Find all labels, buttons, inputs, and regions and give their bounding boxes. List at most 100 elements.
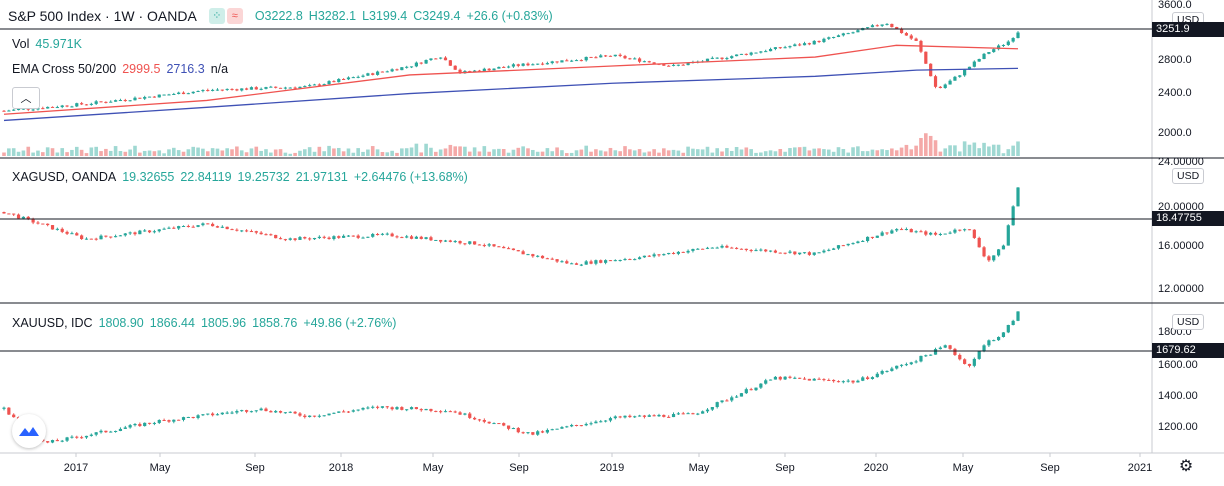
candle [783, 47, 787, 49]
candle [880, 371, 884, 374]
candle [715, 57, 719, 59]
candle [453, 411, 457, 413]
y-tick-label: 2000.0 [1158, 127, 1192, 139]
tradingview-logo-icon[interactable] [12, 414, 46, 448]
candle [977, 59, 981, 62]
candle [963, 359, 967, 364]
candle [99, 235, 103, 240]
candle [424, 59, 428, 64]
candle [55, 228, 59, 230]
candle [895, 27, 899, 29]
bottom-legend: XAUUSD, IDC 1808.90 1866.44 1805.96 1858… [12, 316, 396, 330]
volume-bar [924, 133, 928, 156]
bottom-symbol-title[interactable]: XAUUSD, IDC [12, 316, 93, 330]
candle [152, 96, 157, 98]
bottom-ohlc-change: +49.86 (+2.76%) [303, 316, 397, 330]
volume-bar [729, 150, 734, 156]
candle [235, 89, 239, 91]
candle [361, 75, 365, 77]
candle [676, 413, 680, 415]
candle [982, 345, 986, 352]
mid-ohlc-low: 19.25732 [237, 170, 290, 184]
collapse-legend-button[interactable]: ︿ [12, 87, 40, 109]
candle [143, 97, 147, 99]
candle [531, 432, 535, 435]
candle [710, 247, 714, 249]
candle [424, 237, 428, 239]
ohlc-high: H3282.1 [308, 9, 357, 23]
ema-slow-value: 2716.3 [166, 62, 205, 76]
candle [303, 86, 307, 88]
symbol-title[interactable]: S&P 500 Index · 1W · OANDA [8, 8, 197, 24]
candle [453, 241, 457, 243]
volume-bar [521, 146, 525, 156]
candle [458, 412, 462, 415]
candle [206, 413, 210, 415]
volume-bar [608, 147, 613, 156]
candle [647, 61, 651, 63]
candle [26, 216, 30, 219]
candle [511, 248, 516, 251]
volume-legend[interactable]: Vol 45.971K [12, 37, 82, 51]
ema-legend[interactable]: EMA Cross 50/200 2999.5 2716.3 n/a [12, 62, 228, 76]
volume-bar [603, 151, 608, 156]
candle [332, 236, 336, 240]
candle [715, 247, 719, 249]
candle [904, 229, 909, 231]
candle [259, 232, 263, 235]
candle [274, 411, 278, 413]
y-tick-label: 3600.0 [1158, 0, 1192, 11]
candle [919, 231, 923, 233]
volume-bar [953, 145, 957, 156]
candle [667, 416, 671, 418]
candle [735, 54, 739, 57]
x-tick-label: Sep [775, 462, 795, 474]
candle [560, 427, 564, 429]
candle [439, 239, 443, 242]
candle [123, 100, 127, 102]
volume-bar [443, 148, 448, 156]
candle [75, 103, 79, 107]
volume-bar [695, 149, 700, 156]
volume-bar [11, 148, 16, 156]
dots-icon[interactable]: ⁘ [208, 8, 225, 24]
mid-currency-badge[interactable]: USD [1172, 168, 1205, 184]
volume-bar [60, 148, 65, 156]
gear-icon[interactable]: ⚙ [1178, 458, 1194, 475]
candle [434, 410, 438, 412]
candle [12, 109, 16, 111]
candle [55, 440, 59, 442]
mid-symbol-title[interactable]: XAGUSD, OANDA [12, 170, 117, 184]
chart-style-toggle[interactable]: ⁘ ≈ [208, 8, 243, 24]
volume-bar [666, 150, 671, 156]
candle [938, 233, 942, 235]
ema-label: EMA Cross 50/200 [12, 62, 117, 76]
volume-bar [264, 149, 268, 156]
approx-icon[interactable]: ≈ [226, 8, 243, 24]
candle [817, 40, 821, 43]
candle [89, 103, 93, 105]
candle [477, 419, 482, 421]
candle [943, 233, 947, 235]
candle [80, 103, 84, 105]
x-tick-label: Sep [1040, 462, 1060, 474]
candle [191, 226, 195, 228]
candle [963, 69, 967, 76]
volume-bar [463, 146, 467, 156]
volume-bar [759, 152, 763, 156]
candle [167, 420, 171, 422]
candle [604, 420, 608, 422]
candle [642, 255, 647, 258]
bottom-currency-badge[interactable]: USD [1172, 314, 1205, 330]
candle [254, 410, 258, 412]
candle [783, 252, 787, 254]
candle [754, 387, 758, 391]
y-tick-label: 1600.00 [1158, 359, 1198, 371]
volume-value: 45.971K [35, 37, 82, 51]
candle [443, 240, 448, 242]
volume-bar [545, 148, 550, 156]
candle [473, 417, 477, 420]
volume-bar [594, 149, 598, 156]
